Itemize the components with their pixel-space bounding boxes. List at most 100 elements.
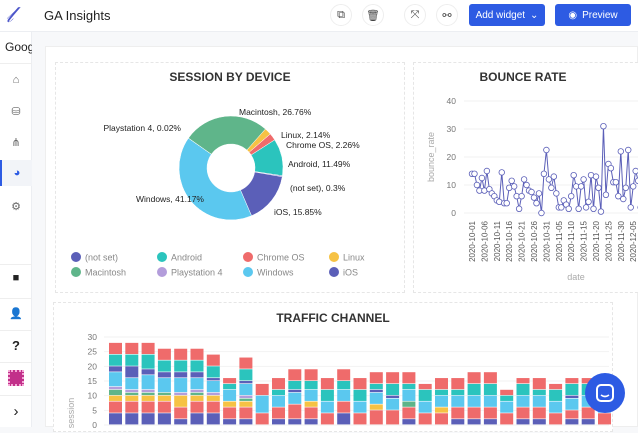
- chat-launcher-button[interactable]: [585, 373, 625, 413]
- copy-icon[interactable]: ⧉: [330, 4, 352, 26]
- gear-icon[interactable]: ⚙: [0, 193, 32, 219]
- y-tick-label: 10: [447, 180, 457, 190]
- data-point: [531, 195, 537, 201]
- avatar[interactable]: [0, 365, 32, 391]
- bar-segment: [370, 404, 383, 409]
- bar-segment: [272, 390, 285, 395]
- x-tick-label: 2020-11-15: [580, 220, 589, 261]
- data-point: [474, 182, 480, 188]
- bar-segment: [468, 384, 481, 395]
- data-point: [479, 175, 485, 181]
- bar-segment: [125, 390, 138, 392]
- chat-icon[interactable]: ■: [0, 265, 32, 291]
- data-point: [623, 185, 629, 191]
- bar-segment: [125, 396, 138, 401]
- bar-segment: [109, 396, 122, 401]
- bar-segment: [142, 402, 155, 413]
- pie-slice: [179, 138, 252, 220]
- y-tick-label: 15: [88, 376, 98, 386]
- expand-sidebar-button[interactable]: ›: [0, 398, 32, 424]
- sitemap-icon[interactable]: ⋔: [0, 129, 32, 155]
- trash-icon[interactable]: 🗑: [362, 4, 384, 26]
- bar-segment: [142, 390, 155, 392]
- x-tick-label: 2020-10-16: [505, 220, 514, 261]
- user-settings-icon[interactable]: 👤: [0, 300, 32, 326]
- database-icon[interactable]: ⛁: [0, 98, 32, 124]
- data-point: [601, 123, 607, 129]
- preview-label: Preview: [582, 10, 618, 21]
- bar-segment: [354, 390, 367, 401]
- data-point: [519, 193, 525, 199]
- unlink-icon[interactable]: ⚯: [436, 4, 458, 26]
- bar-segment: [435, 396, 448, 407]
- bar-segment: [288, 369, 301, 380]
- data-point: [593, 174, 599, 180]
- bar-segment: [239, 384, 252, 395]
- data-point: [536, 191, 542, 197]
- bar-segment: [565, 410, 578, 418]
- bar-segment: [223, 390, 236, 401]
- data-point: [472, 171, 478, 177]
- bar-segment: [370, 372, 383, 383]
- bar-segment: [125, 366, 138, 377]
- data-point: [544, 147, 550, 153]
- bar-segment: [109, 343, 122, 354]
- data-point: [499, 170, 505, 176]
- legend-label: Chrome OS: [257, 253, 305, 263]
- legend-swatch: [329, 267, 339, 277]
- bar-segment: [305, 381, 318, 389]
- bar-segment: [321, 390, 334, 401]
- help-icon[interactable]: ?: [0, 332, 32, 358]
- bar-segment: [288, 419, 301, 424]
- bar-segment: [142, 369, 155, 374]
- bar-segment: [256, 396, 269, 413]
- bar-segment: [337, 402, 350, 413]
- data-point: [583, 205, 589, 211]
- bar-segment: [223, 384, 236, 389]
- bar-segment: [337, 381, 350, 389]
- bar-segment: [517, 407, 530, 418]
- bar-segment: [354, 378, 367, 389]
- bar-segment: [370, 393, 383, 404]
- data-point: [529, 189, 535, 195]
- bar-segment: [158, 413, 171, 424]
- bar-segment: [386, 410, 399, 424]
- y-axis-label: session: [66, 398, 76, 429]
- add-widget-button[interactable]: Add widget⌄: [469, 4, 545, 26]
- bar-segment: [239, 381, 252, 383]
- bar-segment: [598, 413, 611, 424]
- bar-segment: [256, 413, 269, 424]
- preview-button[interactable]: ◉Preview: [555, 4, 631, 26]
- data-point: [534, 200, 540, 206]
- bar-segment: [549, 402, 562, 413]
- bar-segment: [468, 372, 481, 383]
- data-point: [581, 177, 587, 183]
- data-point: [608, 165, 614, 171]
- bar-segment: [386, 372, 399, 383]
- session-by-device-widget[interactable]: SESSION BY DEVICE Linux, 2.14%Chrome OS,…: [55, 62, 405, 293]
- bar-segment: [223, 419, 236, 424]
- bar-segment: [207, 378, 220, 380]
- data-point: [539, 210, 545, 216]
- legend-label: Playstation 4: [171, 268, 223, 278]
- y-tick-label: 30: [447, 124, 457, 134]
- fullscreen-icon[interactable]: ⤧: [404, 4, 426, 26]
- y-tick-label: 0: [92, 420, 97, 430]
- bar-segment: [305, 390, 318, 401]
- bar-segment: [451, 390, 464, 395]
- bar-segment: [402, 384, 415, 389]
- bar-segment: [142, 355, 155, 369]
- data-point: [586, 199, 592, 205]
- bar-segment: [468, 407, 481, 418]
- legend-swatch: [243, 267, 253, 277]
- bar-segment: [158, 402, 171, 413]
- home-icon[interactable]: ⌂: [0, 67, 32, 93]
- bar-segment: [239, 407, 252, 418]
- bar-segment: [158, 372, 171, 377]
- pie-chart-icon[interactable]: ◕: [0, 160, 32, 186]
- data-point: [549, 185, 555, 191]
- y-tick-label: 10: [88, 391, 98, 401]
